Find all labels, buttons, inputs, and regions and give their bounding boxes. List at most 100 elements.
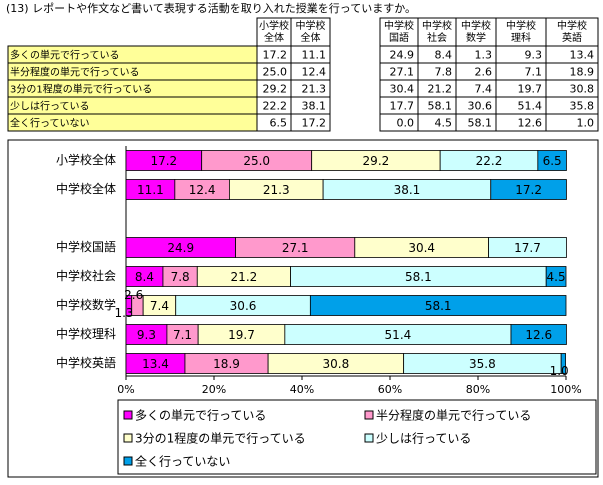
legend-swatch [123, 433, 133, 443]
data-label: 4.5 [547, 270, 566, 284]
legend-label: 多くの単元で行っている [135, 409, 266, 423]
data-label: 1.0 [550, 364, 569, 378]
header-cell [495, 17, 547, 47]
header-text: 社会 [427, 31, 447, 44]
cell-value: 7.4 [475, 83, 493, 96]
header-text: 中学校 [422, 19, 452, 32]
row-label: 半分程度の単元で行っている [10, 66, 140, 79]
cell-value: 12.4 [302, 66, 327, 79]
y-tick-label: 中学校全体 [56, 181, 116, 196]
cell-value: 6.5 [270, 117, 288, 130]
data-label: 6.5 [543, 154, 562, 168]
legend-label: 少しは行っている [376, 432, 471, 446]
cell-value: 0.0 [397, 117, 415, 130]
cell-value: 18.9 [570, 66, 595, 79]
bar-segment [490, 179, 567, 200]
legend-frame [117, 399, 597, 475]
header-text: 中学校 [384, 19, 414, 32]
cell-value: 58.1 [468, 117, 493, 130]
data-label: 13.4 [142, 357, 169, 371]
bar-segment [510, 324, 567, 345]
x-tick-label: 100% [550, 383, 581, 396]
x-tick-label: 20% [202, 383, 226, 396]
cell-value: 35.8 [570, 100, 595, 113]
header-text: 小学校 [259, 19, 289, 32]
cell-value: 30.8 [570, 83, 595, 96]
data-label: 17.2 [515, 183, 542, 197]
bar-segment [545, 266, 567, 287]
cell-value: 58.1 [428, 100, 453, 113]
cell-value: 27.1 [390, 66, 415, 79]
header-text: 数学 [466, 31, 486, 44]
data-label: 17.2 [150, 154, 177, 168]
data-label: 1.3 [114, 306, 133, 320]
header-text: 全体 [264, 31, 284, 44]
bar-segment [488, 237, 567, 258]
row-label: 多くの単元で行っている [10, 49, 120, 62]
y-tick-label: 中学校社会 [56, 268, 116, 283]
cell-value: 17.2 [263, 49, 288, 62]
y-tick-label: 小学校全体 [56, 152, 116, 167]
data-label: 38.1 [394, 183, 421, 197]
legend-label: 全く行っていない [135, 454, 230, 469]
data-label: 7.8 [171, 270, 190, 284]
cell-value: 11.1 [302, 49, 327, 62]
data-label: 8.4 [135, 270, 154, 284]
cell-value: 22.2 [263, 100, 288, 113]
legend-label: 半分程度の単元で行っている [376, 408, 531, 423]
legend-swatch [364, 410, 374, 420]
cell-value: 24.9 [390, 49, 415, 62]
cell-value: 21.2 [428, 83, 453, 96]
data-label: 35.8 [469, 357, 496, 371]
bar-segment [560, 353, 566, 374]
data-label: 30.8 [323, 357, 350, 371]
cell-value: 17.7 [390, 100, 415, 113]
data-label: 7.1 [173, 328, 192, 342]
cell-value: 9.3 [525, 49, 543, 62]
table-title: (13) レポートや作文など書いて表現する活動を取り入れた授業を行っていますか。 [6, 1, 416, 15]
header-text: 理科 [511, 31, 531, 44]
y-tick-label: 中学校英語 [56, 355, 116, 370]
data-label: 25.0 [243, 154, 270, 168]
data-label: 24.9 [167, 241, 194, 255]
x-tick-label: 40% [290, 383, 314, 396]
data-label: 12.6 [525, 328, 552, 342]
cell-value: 12.6 [518, 117, 543, 130]
cell-value: 1.0 [577, 117, 595, 130]
data-label: 18.9 [213, 357, 240, 371]
x-tick-label: 80% [466, 383, 490, 396]
legend-swatch [123, 456, 133, 466]
y-tick-label: 中学校理科 [56, 326, 116, 341]
header-cell [290, 17, 331, 47]
header-text: 中学校 [296, 19, 326, 32]
data-label: 29.2 [363, 154, 390, 168]
header-text: 中学校 [461, 19, 491, 32]
cell-value: 4.5 [435, 117, 453, 130]
row-label: 全く行っていない [10, 117, 90, 130]
data-label: 30.6 [230, 299, 257, 313]
data-label: 27.1 [282, 241, 309, 255]
cell-value: 1.3 [475, 49, 493, 62]
cell-value: 21.3 [302, 83, 327, 96]
data-label: 22.2 [476, 154, 503, 168]
header-cell [417, 17, 457, 47]
cell-value: 38.1 [302, 100, 327, 113]
data-label: 17.7 [514, 241, 541, 255]
cell-value: 29.2 [263, 83, 288, 96]
data-label: 19.7 [228, 328, 255, 342]
cell-value: 2.6 [475, 66, 493, 79]
cell-value: 30.4 [390, 83, 415, 96]
x-tick-label: 60% [378, 383, 402, 396]
x-tick-label: 0% [117, 383, 134, 396]
header-text: 英語 [562, 31, 582, 44]
bar-segment [309, 295, 567, 316]
data-label: 21.3 [263, 183, 290, 197]
cell-value: 30.6 [468, 100, 493, 113]
data-label: 30.4 [408, 241, 435, 255]
data-label: 51.4 [385, 328, 412, 342]
cell-value: 51.4 [518, 100, 543, 113]
data-label: 2.6 [124, 288, 143, 302]
data-label: 11.1 [137, 183, 164, 197]
data-label: 58.1 [425, 299, 452, 313]
cell-value: 19.7 [518, 83, 543, 96]
